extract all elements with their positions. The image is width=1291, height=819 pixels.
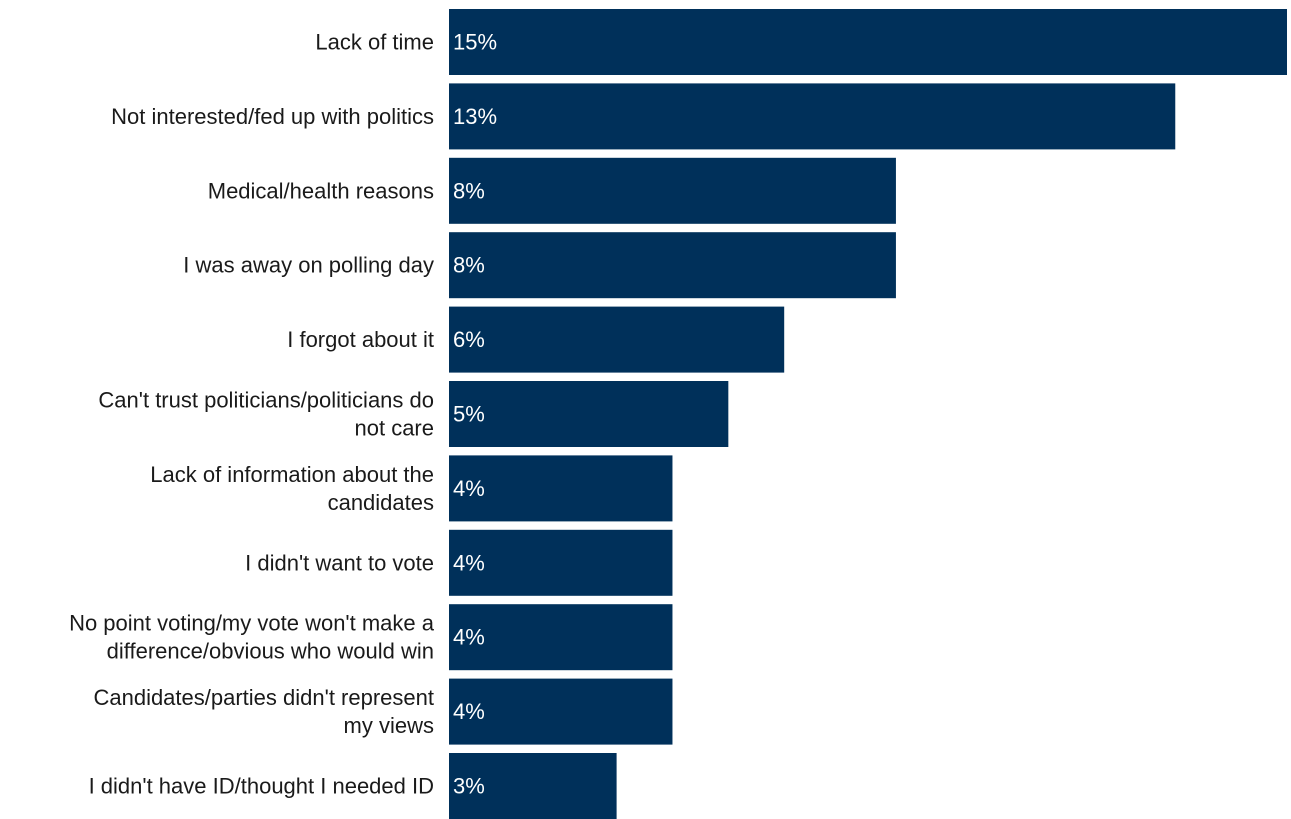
bar-value-label: 4% — [453, 476, 485, 501]
category-label-line: I didn't have ID/thought I needed ID — [89, 774, 434, 799]
category-label-line: I didn't want to vote — [245, 550, 434, 575]
category-labels: Lack of time Not interested/fed up with p… — [69, 30, 435, 799]
bar-value-label: 15% — [453, 30, 497, 55]
category-label: Candidates/parties didn't represent my vi… — [93, 685, 434, 738]
bar-value-label: 4% — [453, 625, 485, 650]
bar-value-label: 3% — [453, 774, 485, 799]
category-label-line: my views — [344, 713, 434, 738]
category-label: Medical/health reasons — [208, 178, 434, 203]
bar-value-label: 13% — [453, 104, 497, 129]
bar — [449, 306, 785, 373]
category-label: Can't trust politicians/politicians do no… — [98, 388, 434, 441]
bar-value-label: 8% — [453, 253, 485, 278]
category-label-line: Medical/health reasons — [208, 178, 434, 203]
bars — [449, 9, 1287, 819]
bar-value-label: 5% — [453, 402, 485, 427]
bar-value-label: 4% — [453, 699, 485, 724]
category-label-line: Lack of information about the — [150, 462, 434, 487]
bar — [449, 381, 729, 447]
category-label-line: I was away on polling day — [183, 253, 434, 278]
bar-value-label: 4% — [453, 550, 485, 575]
category-label: I forgot about it — [287, 327, 434, 352]
bar — [449, 753, 617, 819]
bar — [449, 157, 896, 224]
bar-value-label: 8% — [453, 178, 485, 203]
bar — [449, 232, 896, 299]
category-label-line: I forgot about it — [287, 327, 434, 352]
bar — [449, 9, 1287, 75]
bar — [449, 529, 673, 596]
category-label-line: Not interested/fed up with politics — [111, 104, 434, 129]
bar — [449, 678, 673, 745]
category-label: Not interested/fed up with politics — [111, 104, 434, 129]
category-label-line: Candidates/parties didn't represent — [93, 685, 434, 710]
category-label: Lack of information about the candidates — [150, 462, 434, 515]
category-label: I didn't have ID/thought I needed ID — [89, 774, 434, 799]
bar — [449, 83, 1176, 150]
category-label-line: Lack of time — [315, 30, 434, 55]
category-label: Lack of time — [315, 30, 434, 55]
value-labels: 15% 13% 8% 8% 6% 5% 4% 4% 4% 4% 3% — [453, 30, 497, 799]
bar — [449, 455, 673, 522]
category-label: No point voting/my vote won't make a diff… — [69, 611, 435, 664]
category-label-line: candidates — [328, 490, 434, 515]
bar — [449, 604, 673, 671]
bar-value-label: 6% — [453, 327, 485, 352]
category-label-line: Can't trust politicians/politicians do — [98, 388, 434, 413]
category-label: I didn't want to vote — [245, 550, 434, 575]
category-label: I was away on polling day — [183, 253, 434, 278]
category-label-line: not care — [355, 416, 435, 441]
category-label-line: difference/obvious who would win — [107, 639, 434, 664]
category-label-line: No point voting/my vote won't make a — [69, 611, 435, 636]
